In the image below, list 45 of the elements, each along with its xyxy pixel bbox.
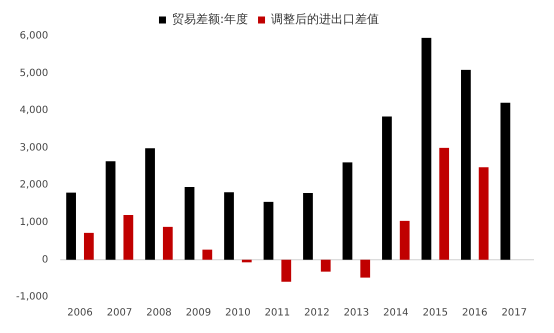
- y-tick-label: 4,000: [20, 105, 48, 116]
- bar: [162, 226, 173, 260]
- y-tick-label: 1,000: [20, 217, 48, 228]
- bar: [264, 202, 274, 260]
- bar: [461, 70, 471, 260]
- bar: [320, 260, 331, 272]
- x-tick-label: 2007: [106, 308, 132, 319]
- bar: [360, 260, 370, 278]
- bar: [184, 187, 194, 260]
- x-tick-label: 2009: [186, 308, 212, 319]
- bar: [242, 260, 252, 262]
- x-tick-label: 2015: [422, 308, 448, 319]
- y-tick-label: -1,000: [16, 292, 48, 303]
- x-tick-label: 2006: [67, 308, 93, 319]
- bar: [422, 38, 432, 260]
- bar: [106, 161, 116, 260]
- y-tick-label: 0: [42, 254, 48, 266]
- bar: [439, 148, 450, 260]
- y-tick-label: 6,000: [20, 30, 48, 42]
- x-tick-label: 2014: [383, 308, 409, 319]
- x-tick-label: 2013: [344, 308, 370, 319]
- y-tick-label: 3,000: [20, 142, 48, 154]
- bar: [123, 214, 134, 260]
- bar: [145, 148, 155, 260]
- legend-label: 调整后的进出口差值: [271, 12, 380, 26]
- x-tick-label: 2012: [304, 308, 330, 319]
- y-tick-label: 2,000: [20, 180, 48, 191]
- bar: [224, 192, 234, 260]
- legend-label: 贸易差额:年度: [172, 12, 248, 26]
- bar: [382, 116, 392, 260]
- bar: [478, 167, 489, 260]
- y-tick-label: 5,000: [20, 68, 48, 79]
- x-tick-label: 2017: [502, 308, 527, 319]
- x-tick-label: 2010: [225, 308, 251, 319]
- bar: [342, 162, 352, 260]
- bar: [281, 260, 292, 282]
- x-tick-label: 2008: [146, 308, 172, 319]
- x-tick-label: 2016: [462, 308, 488, 319]
- bar: [500, 102, 510, 260]
- bar: [84, 232, 94, 260]
- bar: [303, 192, 313, 260]
- x-tick-label: 2011: [264, 308, 290, 319]
- bar: [202, 250, 212, 260]
- bar: [400, 220, 410, 260]
- bar: [66, 192, 76, 260]
